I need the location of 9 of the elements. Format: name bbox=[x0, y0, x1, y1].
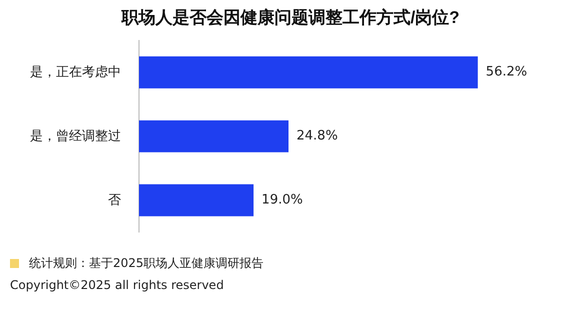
chart-title: 职场人是否会因健康问题调整工作方式/岗位? bbox=[120, 8, 460, 27]
y-tick-label: 否 bbox=[108, 192, 121, 207]
y-tick-label: 是，正在考虑中 bbox=[30, 64, 121, 79]
text: Copyright©2025 all rights reserved bbox=[10, 278, 224, 292]
y-tick-label: 是，曾经调整过 bbox=[30, 128, 121, 143]
text: 统计规则：基于2025职场人亚健康调研报告 bbox=[29, 254, 264, 272]
data-label: 19.0% bbox=[262, 192, 303, 208]
data-label: 24.8% bbox=[296, 128, 338, 144]
data-label: 56.2% bbox=[486, 64, 528, 80]
